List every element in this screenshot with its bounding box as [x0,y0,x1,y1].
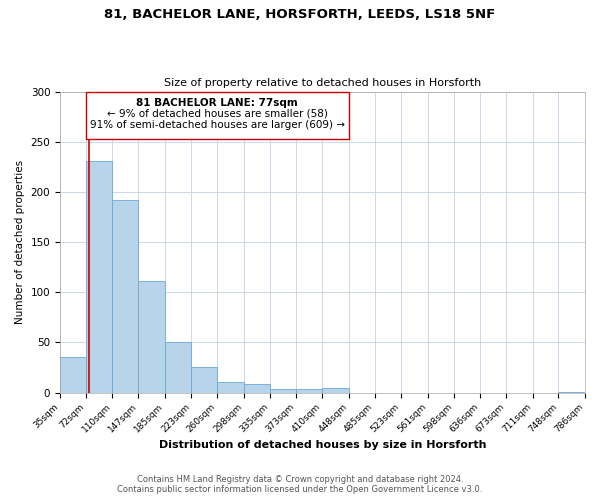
Bar [217,382,244,392]
Bar [60,356,86,392]
Text: Contains public sector information licensed under the Open Government Licence v3: Contains public sector information licen… [118,485,482,494]
Bar [191,366,217,392]
Bar [270,388,296,392]
Bar [244,384,270,392]
FancyBboxPatch shape [86,92,349,138]
Bar [139,281,165,392]
Bar [322,388,349,392]
Title: Size of property relative to detached houses in Horsforth: Size of property relative to detached ho… [164,78,481,88]
X-axis label: Distribution of detached houses by size in Horsforth: Distribution of detached houses by size … [159,440,486,450]
Text: ← 9% of detached houses are smaller (58): ← 9% of detached houses are smaller (58) [107,108,328,118]
Bar [165,342,191,392]
Bar [86,161,112,392]
Text: Contains HM Land Registry data © Crown copyright and database right 2024.: Contains HM Land Registry data © Crown c… [137,475,463,484]
Bar [112,200,139,392]
Text: 81, BACHELOR LANE, HORSFORTH, LEEDS, LS18 5NF: 81, BACHELOR LANE, HORSFORTH, LEEDS, LS1… [104,8,496,20]
Bar [296,388,322,392]
Text: 81 BACHELOR LANE: 77sqm: 81 BACHELOR LANE: 77sqm [136,98,298,108]
Y-axis label: Number of detached properties: Number of detached properties [15,160,25,324]
Text: 91% of semi-detached houses are larger (609) →: 91% of semi-detached houses are larger (… [90,120,345,130]
